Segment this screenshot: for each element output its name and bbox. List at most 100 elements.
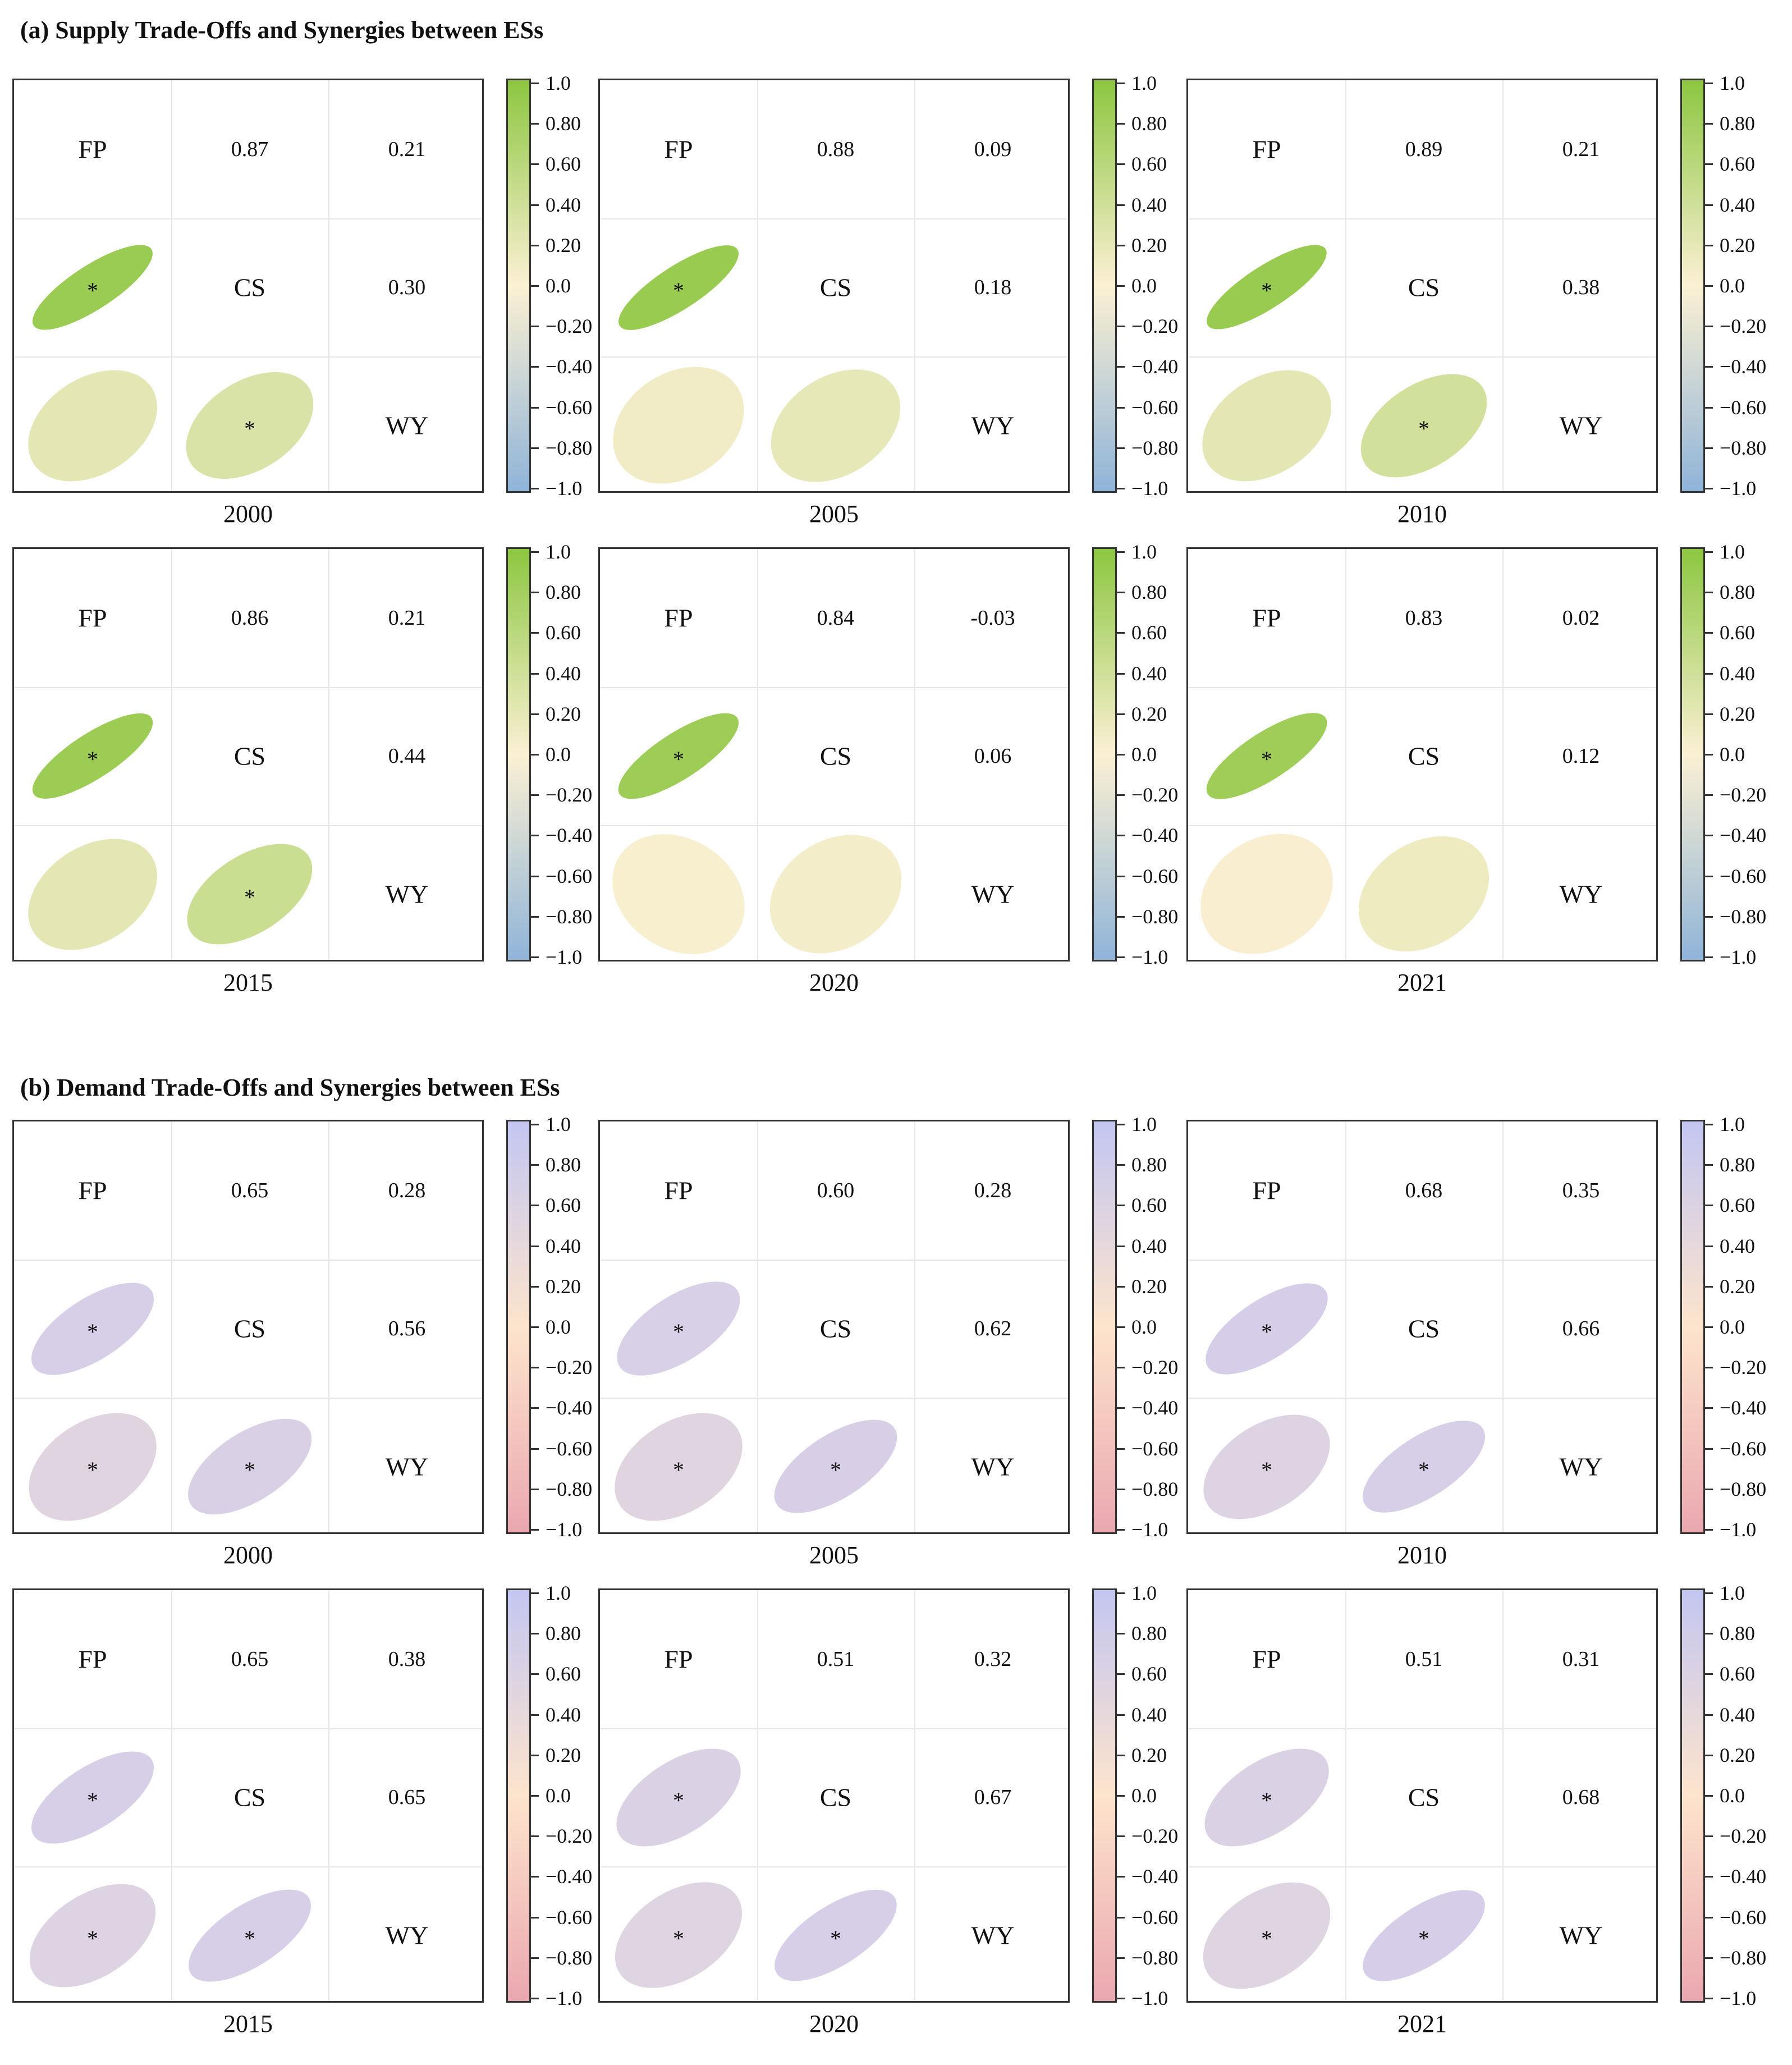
correlation-value-fp-cs: 0.65 [231,1179,269,1202]
grid-line [328,549,329,960]
variable-label-wy: WY [971,880,1015,909]
colorbar-tick [1705,1205,1713,1207]
variable-label-cs: CS [233,741,266,771]
colorbar-tick-label: 1.0 [546,1582,571,1604]
year-label: 2005 [809,1541,859,1569]
colorbar [506,79,531,493]
colorbar-tick-label: 0.80 [546,1153,581,1176]
colorbar-tick [1705,326,1713,328]
ellipse-cs-wy [1337,813,1511,960]
colorbar-tick [1117,1326,1125,1328]
correlation-value-fp-cs: 0.65 [231,1647,269,1671]
colorbar-tick-label: −1.0 [1720,1987,1757,2009]
colorbar-tick-label: 0.60 [1720,1663,1755,1686]
colorbar-tick [531,1633,539,1635]
colorbar-tick [1117,1407,1125,1409]
correlation-matrix: FP CS WY 0.84 * -0.03 0.06 [598,547,1070,961]
ellipse-fp-wy [14,816,178,960]
colorbar-tick-label: −0.20 [546,1356,593,1379]
colorbar [506,1120,531,1534]
colorbar-tick-label: −0.40 [1720,1865,1767,1888]
colorbar-tick [1117,672,1125,675]
correlation-value-fp-wy: 0.38 [388,1647,426,1671]
colorbar-tick-label: 0.40 [546,662,581,685]
grid-line [914,1121,915,1532]
colorbar-tick-label: 0.20 [1720,702,1755,725]
colorbar-tick [531,204,539,206]
colorbar-tick-label: 0.60 [546,153,581,176]
colorbar-tick-label: 0.0 [1720,1316,1745,1338]
grid-line [1345,549,1346,960]
colorbar-tick [1117,794,1125,796]
correlation-matrix: FP CS WY 0.89 * 0.21 0.38 * [1186,79,1658,493]
grid-line [600,1728,1068,1729]
variable-label-cs: CS [819,741,852,771]
significance-star: * [1261,278,1272,303]
colorbar-tick-label: 0.40 [1720,193,1755,216]
significance-star: * [87,1457,98,1482]
ellipse-fp-wy [600,343,766,491]
colorbar-tick-label: 1.0 [546,72,571,94]
variable-label-wy: WY [385,1452,429,1481]
colorbar-tick [531,632,539,634]
significance-star: * [1418,1926,1429,1951]
correlation-value-fp-wy: 0.35 [1562,1179,1600,1202]
colorbar-tick [1117,1673,1125,1675]
colorbar-tick [531,835,539,837]
colorbar-tick-label: 0.0 [1131,743,1157,766]
colorbar-tick [531,1407,539,1409]
colorbar-tick [531,794,539,796]
colorbar-tick [1117,1957,1125,1959]
correlation-value-fp-cs: 0.68 [1405,1179,1443,1202]
colorbar-tick-label: 0.20 [1720,1743,1755,1766]
colorbar-tick [531,447,539,449]
colorbar-tick-label: −0.60 [546,396,593,419]
significance-star: * [830,1457,841,1482]
colorbar-tick [1705,1592,1713,1594]
colorbar-tick [531,326,539,328]
colorbar-tick [1117,1795,1125,1797]
colorbar-tick [1117,592,1125,594]
colorbar-tick [531,1876,539,1878]
colorbar-tick [1117,1876,1125,1878]
year-label: 2015 [223,2010,273,2037]
colorbar-tick-label: 0.60 [1720,153,1755,176]
colorbar-tick [1705,875,1713,877]
correlation-value-cs-wy: 0.12 [1562,744,1600,768]
colorbar-tick [1117,754,1125,756]
grid-line [1188,1728,1656,1729]
year-label: 2020 [809,969,859,996]
colorbar-tick-label: 0.80 [1720,112,1755,135]
variable-label-cs: CS [819,1314,852,1343]
colorbar-tick-label: 0.40 [1720,1703,1755,1726]
correlation-value-cs-wy: 0.18 [974,276,1012,299]
colorbar-tick [1705,632,1713,634]
colorbar-tick-label: 0.20 [1131,233,1167,257]
colorbar-tick-label: −0.40 [1720,355,1767,378]
colorbar-tick-label: −0.20 [1720,784,1767,807]
significance-star: * [673,1788,684,1813]
colorbar-tick-label: −0.80 [546,436,593,459]
colorbar-tick [1117,1529,1125,1531]
correlation-value-cs-wy: 0.66 [1562,1317,1600,1340]
colorbar-tick-label: 0.80 [546,112,581,135]
significance-star: * [830,1926,841,1951]
colorbar-tick [531,1326,539,1328]
year-label: 2015 [223,969,273,996]
colorbar-tick [531,754,539,756]
year-label: 2020 [809,2010,859,2037]
colorbar-tick [1705,1673,1713,1675]
colorbar-tick-label: −1.0 [1131,1518,1168,1541]
colorbar-tick [1117,1714,1125,1716]
significance-star: * [87,278,98,303]
correlation-matrix: FP CS WY 0.68 * 0.35 * 0.66 * [1186,1120,1658,1534]
colorbar-tick [1705,83,1713,84]
colorbar-tick-label: 0.0 [1131,1316,1157,1338]
colorbar-tick-label: −1.0 [546,1518,583,1541]
colorbar-tick [1117,1754,1125,1756]
correlation-value-fp-wy: 0.21 [388,138,426,161]
colorbar-tick-label: 0.80 [1720,581,1755,604]
colorbar-tick [531,1285,539,1288]
variable-label-fp: FP [664,135,693,164]
colorbar-tick [531,366,539,368]
